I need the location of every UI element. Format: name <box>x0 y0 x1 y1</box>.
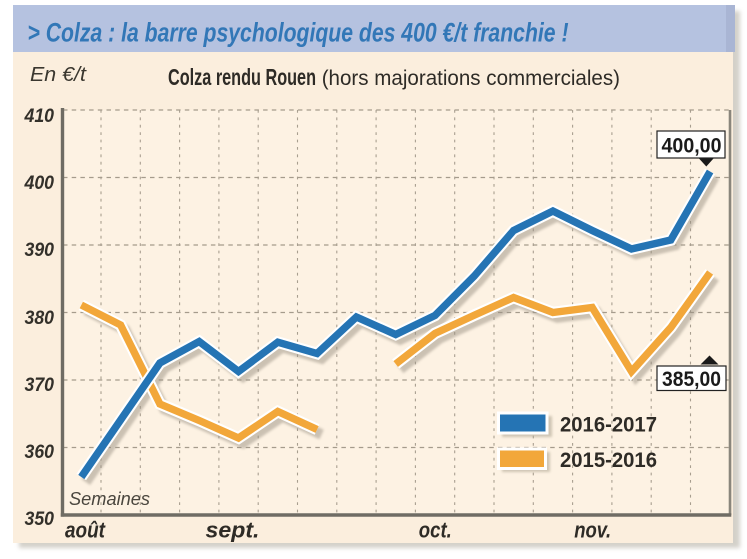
svg-text:Colza rendu Rouen (hors majora: Colza rendu Rouen (hors majorations comm… <box>168 64 620 90</box>
svg-text:2016-2017: 2016-2017 <box>560 414 657 437</box>
svg-text:385,00: 385,00 <box>662 368 721 391</box>
svg-text:400: 400 <box>24 173 55 194</box>
svg-text:oct.: oct. <box>419 518 452 543</box>
svg-text:nov.: nov. <box>574 518 611 543</box>
svg-text:En €/t: En €/t <box>30 64 88 86</box>
svg-text:380: 380 <box>25 308 55 329</box>
svg-text:360: 360 <box>25 442 55 463</box>
svg-text:> Colza : la barre psychologiq: > Colza : la barre psychologique des 400… <box>28 18 569 48</box>
svg-text:Semaines: Semaines <box>69 488 150 509</box>
svg-text:août: août <box>65 518 106 543</box>
svg-text:370: 370 <box>25 375 55 396</box>
svg-text:2015-2016: 2015-2016 <box>560 449 657 472</box>
svg-text:400,00: 400,00 <box>662 135 722 158</box>
svg-text:410: 410 <box>24 106 55 127</box>
svg-text:390: 390 <box>25 240 55 261</box>
svg-text:350: 350 <box>25 509 55 530</box>
svg-text:sept.: sept. <box>206 518 260 543</box>
